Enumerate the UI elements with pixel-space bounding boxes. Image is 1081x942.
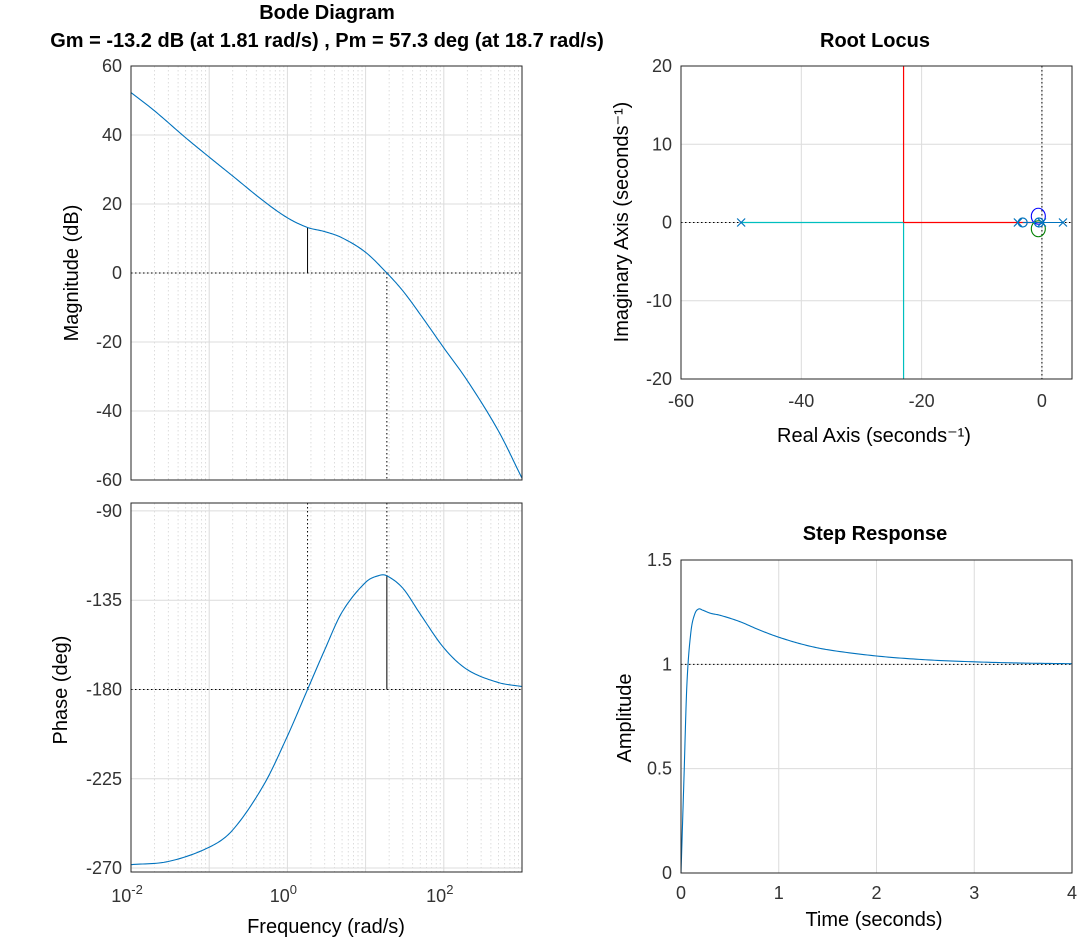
pole-marker	[1037, 218, 1047, 227]
step-y-tick-label: 1.5	[647, 550, 672, 570]
bode-title: Bode Diagram	[259, 2, 395, 24]
step-response-title: Step Response	[803, 523, 947, 545]
root-locus-loop-lower	[1030, 220, 1046, 238]
phase-y-tick-label: -180	[86, 679, 122, 699]
pole-marker	[1058, 218, 1068, 227]
root-locus-loop-upper	[1030, 207, 1046, 225]
root-locus-y-tick-label: 0	[662, 213, 672, 233]
frequency-axis-label: Frequency (rad/s)	[247, 916, 405, 938]
frequency-x-tick-label: 102	[426, 882, 453, 906]
frequency-x-tick-label: 10-2	[111, 882, 143, 906]
real-axis-label: Real Axis (seconds⁻¹)	[777, 425, 971, 447]
root-locus-title: Root Locus	[820, 30, 930, 52]
phase-curve	[130, 574, 523, 866]
step-x-tick-label: 2	[871, 883, 881, 903]
magnitude-y-tick-label: 0	[112, 263, 122, 283]
zero-marker	[1017, 217, 1028, 228]
root-locus-panel: -60 -40 -20 0 20 10 0 -10 -20	[646, 56, 1073, 411]
phase-y-tick-label: -135	[86, 590, 122, 610]
root-locus-y-tick-label: 10	[652, 134, 672, 154]
root-locus-x-tick-label: 0	[1037, 391, 1047, 411]
root-locus-x-tick-label: -20	[909, 391, 935, 411]
phase-axes-box	[130, 502, 523, 873]
magnitude-axis-label: Magnitude (dB)	[61, 205, 83, 342]
step-y-tick-label: 0	[662, 863, 672, 883]
phase-y-tick-label: -270	[86, 858, 122, 878]
step-axes-box	[680, 559, 1073, 874]
step-y-tick-label: 1	[662, 654, 672, 674]
phase-y-tick-label: -90	[96, 501, 122, 521]
root-locus-x-tick-label: -40	[788, 391, 814, 411]
magnitude-curve	[130, 92, 523, 479]
step-response-curve	[680, 608, 1073, 874]
root-locus-axes-box	[680, 65, 1073, 380]
step-x-tick-label: 4	[1067, 883, 1077, 903]
step-response-panel: 0 1 2 3 4 1.5 1 0.5 0	[647, 550, 1077, 903]
root-locus-y-tick-label: -20	[646, 369, 672, 389]
phase-y-tick-label: -225	[86, 769, 122, 789]
magnitude-y-tick-label: -40	[96, 401, 122, 421]
imaginary-axis-label: Imaginary Axis (seconds⁻¹)	[611, 102, 633, 343]
phase-axis-label: Phase (deg)	[50, 636, 72, 745]
magnitude-y-tick-label: 60	[102, 56, 122, 76]
bode-phase-panel: -90 -135 -180 -225 -270 10-2 100 102	[86, 501, 523, 906]
amplitude-axis-label: Amplitude	[614, 674, 636, 763]
step-x-tick-label: 3	[969, 883, 979, 903]
root-locus-y-tick-label: -10	[646, 291, 672, 311]
magnitude-y-tick-label: 20	[102, 194, 122, 214]
step-x-tick-label: 0	[676, 883, 686, 903]
frequency-x-tick-label: 100	[270, 882, 297, 906]
time-axis-label: Time (seconds)	[805, 909, 942, 931]
step-x-tick-label: 1	[774, 883, 784, 903]
magnitude-y-tick-label: -60	[96, 470, 122, 490]
root-locus-x-tick-label: -60	[668, 391, 694, 411]
root-locus-y-tick-label: 20	[652, 56, 672, 76]
magnitude-y-tick-label: -20	[96, 332, 122, 352]
pole-marker	[736, 218, 746, 227]
bode-magnitude-panel: 60 40 20 0 -20 -40 -60	[96, 56, 523, 490]
step-y-tick-label: 0.5	[647, 759, 672, 779]
bode-subtitle: Gm = -13.2 dB (at 1.81 rad/s) , Pm = 57.…	[50, 30, 604, 52]
magnitude-axes-box	[130, 65, 523, 481]
magnitude-y-tick-label: 40	[102, 125, 122, 145]
zero-marker	[1033, 217, 1045, 228]
